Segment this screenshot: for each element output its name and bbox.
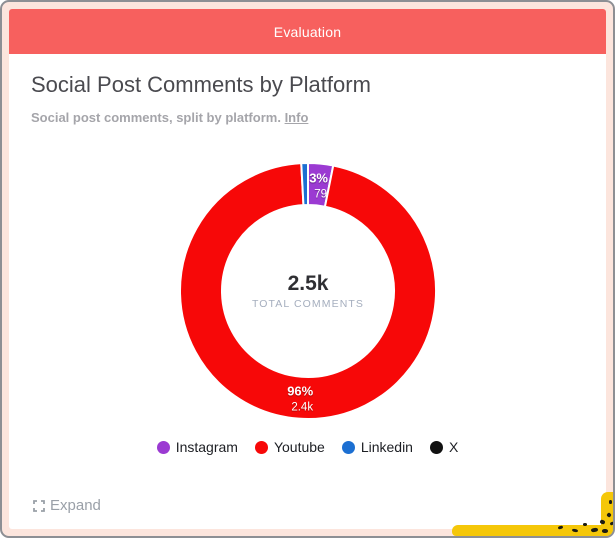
paint-speck [602,529,608,533]
legend-dot [429,440,443,454]
chart-legend: Instagram Youtube Linkedin X [31,439,584,455]
donut-slice-youtube[interactable] [178,162,437,421]
legend-item-linkedin[interactable]: Linkedin [341,439,413,456]
donut-slice-linkedin[interactable] [299,162,309,207]
expand-icon [33,499,45,512]
slice-value-label: 79 [314,189,327,201]
legend-dot [341,440,355,454]
dashboard-card: Evaluation Social Post Comments by Platf… [9,9,606,529]
chart-total-caption: TOTAL COMMENTS [251,298,363,310]
yellow-paint-mark [452,525,613,536]
info-link[interactable]: Info [284,110,309,126]
slice-percent-label: 3% [309,171,328,186]
page-title: Social Post Comments by Platform [31,72,371,97]
window-titlebar: Evaluation [9,9,606,54]
card-content: Social Post Comments by Platform Social … [9,54,606,529]
legend-label: Linkedin [360,439,413,456]
legend-item-x[interactable]: X [429,439,459,456]
legend-item-instagram[interactable]: Instagram [156,439,238,456]
paint-speck [609,500,612,504]
expand-button[interactable]: Expand [31,497,101,516]
page-subtitle-text: Social post comments, split by platform. [31,110,281,126]
legend-item-youtube[interactable]: Youtube [254,439,325,456]
donut-chart: 3% 79 96% 2.4k 2.5k TOTAL COMMENTS [178,162,437,421]
paint-speck [609,521,613,526]
chart-area: 3% 79 96% 2.4k 2.5k TOTAL COMMENTS [31,151,584,431]
legend-label: Youtube [273,439,325,456]
legend-dot [156,440,170,454]
slice-percent-label: 96% [287,384,313,399]
chart-total-value: 2.5k [287,272,328,295]
window-title: Evaluation [273,23,342,40]
slice-value-label: 2.4k [291,402,313,414]
legend-dot [254,440,268,454]
card-footer: Expand [31,497,584,516]
expand-label: Expand [50,497,101,514]
paint-speck [583,523,587,526]
legend-label: Instagram [175,439,238,456]
page-subtitle: Social post comments, split by platform.… [31,110,584,125]
legend-label: X [448,439,459,456]
